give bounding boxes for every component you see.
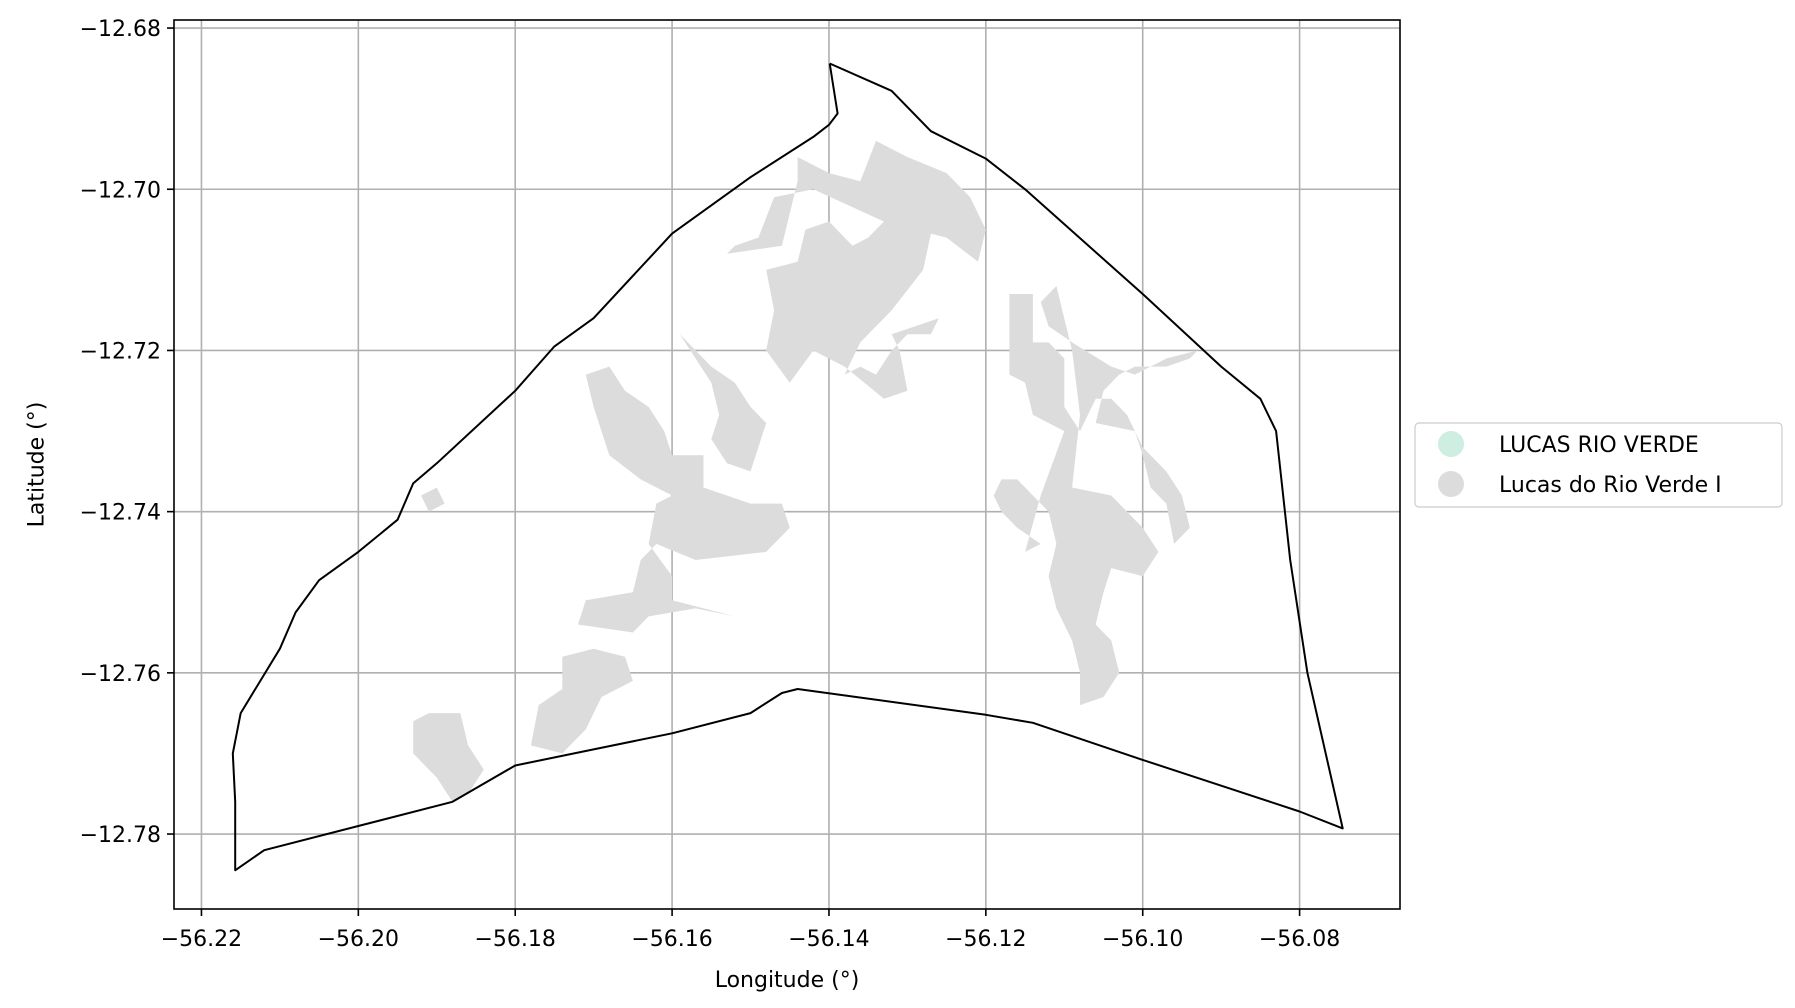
axis-ticks: −56.22 −56.20 −56.18 −56.16 −56.14 −56.12 −56.… — [80, 17, 1341, 952]
legend: LUCAS RIO VERDE Lucas do Rio Verde I — [1414, 422, 1783, 508]
y-tick-label-5: −12.78 — [80, 823, 161, 848]
y-tick-label-4: −12.76 — [80, 662, 161, 687]
land-area-polygon-0 — [727, 140, 986, 399]
legend-box — [1414, 422, 1783, 508]
y-tick-label-3: −12.74 — [80, 501, 161, 526]
legend-marker-lucas-rio-verde — [1438, 431, 1464, 457]
land-area-polygon-5 — [413, 713, 484, 802]
y-tick-label-2: −12.72 — [80, 339, 161, 364]
x-tick-label-1: −56.20 — [318, 927, 399, 952]
x-tick-label-6: −56.10 — [1102, 927, 1183, 952]
y-axis-label: Latitude (°) — [25, 402, 50, 528]
boundary-line — [231, 62, 1344, 872]
land-area-polygon-3 — [679, 334, 767, 472]
land-area-polygon-2 — [578, 366, 790, 633]
x-tick-label-7: −56.08 — [1259, 927, 1340, 952]
legend-label-lucas-do-rio-verde-i: Lucas do Rio Verde I — [1499, 473, 1722, 498]
land-area-polygon-4 — [530, 648, 633, 754]
legend-label-lucas-rio-verde: LUCAS RIO VERDE — [1499, 433, 1699, 458]
land-area-polygon-6 — [421, 487, 445, 512]
y-tick-label-1: −12.70 — [80, 178, 161, 203]
axes-frame — [173, 19, 1401, 910]
x-tick-label-5: −56.12 — [945, 927, 1026, 952]
x-tick-label-4: −56.14 — [788, 927, 869, 952]
land-area-polygon-1 — [993, 286, 1198, 706]
y-tick-label-0: −12.68 — [80, 17, 161, 42]
x-tick-label-3: −56.16 — [631, 927, 712, 952]
x-tick-label-0: −56.22 — [161, 927, 242, 952]
x-tick-label-2: −56.18 — [474, 927, 555, 952]
x-axis-label: Longitude (°) — [715, 968, 860, 993]
land-use-areas — [413, 140, 1198, 802]
municipality-boundary — [231, 62, 1344, 872]
legend-marker-lucas-do-rio-verde-i — [1438, 471, 1464, 497]
